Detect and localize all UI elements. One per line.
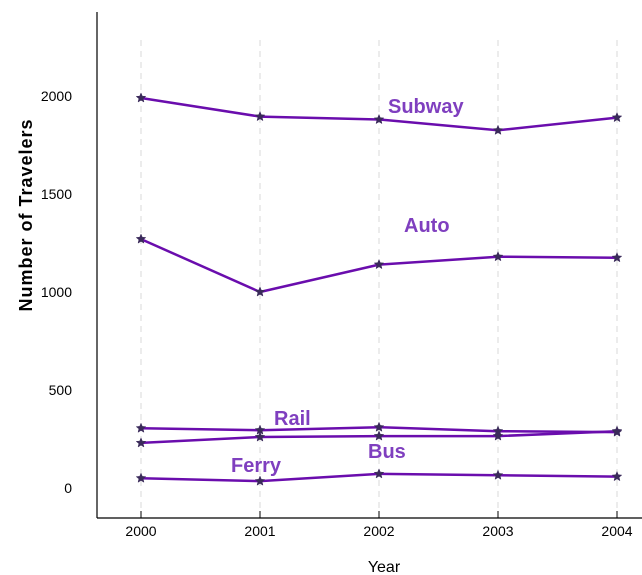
series-label-subway: Subway (388, 96, 464, 118)
y-tick-label-1000: 1000 (41, 284, 72, 300)
data-point-ferry-2001 (254, 475, 266, 486)
data-point-auto-2001 (254, 286, 266, 297)
axes (96, 12, 642, 519)
series-label-bus: Bus (368, 441, 406, 463)
data-point-auto-2002 (373, 258, 385, 270)
data-point-bus-2003 (492, 430, 504, 441)
x-tick-label-2000: 2000 (125, 523, 156, 539)
y-tick-label-0: 0 (64, 480, 72, 496)
y-tick-label-1500: 1500 (41, 186, 72, 202)
data-point-ferry-2002 (373, 468, 385, 479)
series-label-auto: Auto (404, 215, 450, 237)
data-point-subway-2001 (254, 110, 266, 122)
series-label-rail: Rail (274, 408, 311, 430)
data-point-ferry-2003 (492, 469, 504, 480)
data-point-bus-2001 (254, 431, 266, 442)
data-point-bus-2004 (611, 425, 623, 436)
data-point-subway-2000 (135, 92, 147, 103)
x-tick-label-2003: 2003 (482, 523, 513, 539)
data-point-subway-2003 (492, 124, 504, 135)
data-point-bus-2000 (135, 437, 147, 448)
data-point-rail-2002 (373, 421, 385, 432)
data-point-ferry-2004 (611, 470, 623, 482)
x-axis-title: Year (368, 559, 401, 575)
data-point-ferry-2000 (135, 472, 147, 483)
data-point-rail-2000 (135, 422, 147, 433)
x-tick-labels: 2000 2001 2002 2003 2004 (125, 511, 633, 539)
series-markers (135, 92, 623, 486)
x-tick-label-2004: 2004 (601, 523, 632, 539)
data-point-auto-2004 (611, 252, 623, 263)
data-point-auto-2000 (135, 233, 147, 244)
y-tick-label-2000: 2000 (41, 88, 72, 104)
data-point-subway-2002 (373, 113, 385, 125)
x-tick-label-2002: 2002 (363, 523, 394, 539)
data-point-subway-2004 (611, 111, 623, 123)
y-axis-title: Number of Travelers (16, 118, 36, 311)
data-point-auto-2003 (492, 251, 504, 262)
data-point-bus-2002 (373, 430, 385, 441)
y-tick-labels: 0 500 1000 1500 2000 (41, 88, 72, 496)
series-label-ferry: Ferry (231, 455, 282, 477)
y-tick-label-500: 500 (49, 382, 73, 398)
series-labels: Subway Auto Rail Bus Ferry (231, 96, 464, 477)
x-tick-label-2001: 2001 (244, 523, 275, 539)
